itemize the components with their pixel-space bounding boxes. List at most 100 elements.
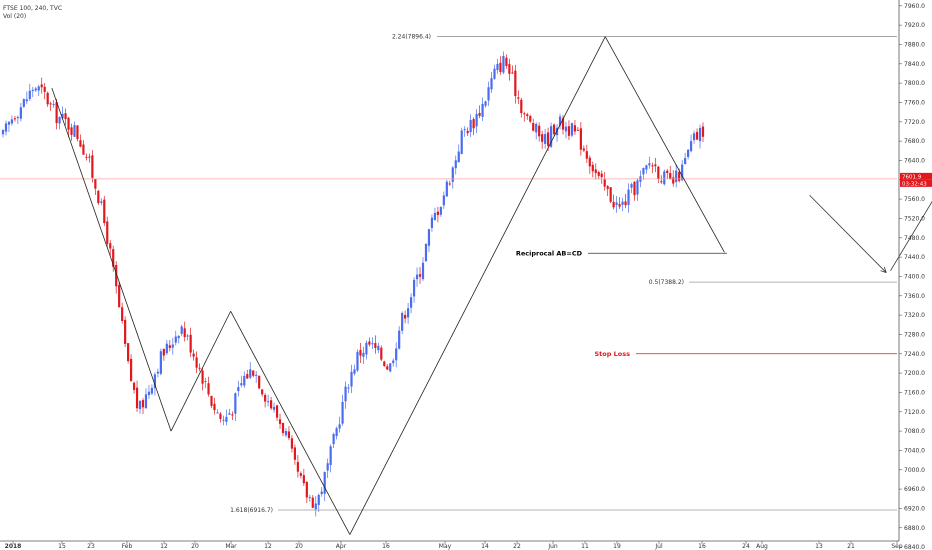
candle-body bbox=[344, 386, 347, 402]
candle-body bbox=[612, 201, 615, 208]
x-tick-label: 11 bbox=[581, 543, 589, 550]
y-tick-label: 7200.0 bbox=[904, 370, 925, 377]
x-tick-label: Apr bbox=[336, 543, 347, 550]
candle-body bbox=[487, 87, 490, 101]
candle-body bbox=[415, 274, 419, 280]
candle-body bbox=[267, 401, 270, 403]
candle-body bbox=[472, 119, 475, 129]
last-price-tag bbox=[900, 172, 932, 180]
candle-body bbox=[549, 126, 553, 147]
candle-body bbox=[275, 405, 279, 418]
candle-body bbox=[85, 156, 88, 158]
candle-body bbox=[692, 133, 696, 141]
candle-body bbox=[311, 497, 314, 508]
candle-body bbox=[579, 128, 582, 150]
candle-body bbox=[299, 473, 302, 476]
candle-body bbox=[127, 343, 130, 362]
candle-body bbox=[109, 243, 112, 249]
candle-body bbox=[517, 97, 520, 99]
candle-body bbox=[7, 121, 11, 125]
candle-body bbox=[451, 167, 454, 182]
candle-body bbox=[216, 412, 219, 414]
candle-body bbox=[442, 195, 445, 206]
candle-body bbox=[82, 144, 85, 155]
candle-body bbox=[430, 217, 434, 228]
candle-body bbox=[261, 389, 264, 395]
y-tick-label: 7480.0 bbox=[904, 235, 925, 242]
candle-body bbox=[454, 160, 457, 169]
candle-body bbox=[183, 328, 186, 338]
candle-body bbox=[25, 99, 28, 102]
x-tick-label: Jul bbox=[654, 543, 663, 550]
candle-body bbox=[192, 353, 195, 357]
candlestick-series bbox=[1, 51, 705, 517]
level-lines: 2.24(7896.4) 0.5(7388.2) 1.618(6916.7) Stop… bbox=[0, 34, 897, 514]
y-tick-label: 7720.0 bbox=[904, 119, 925, 126]
candle-body bbox=[642, 167, 645, 175]
candle-body bbox=[237, 386, 240, 392]
y-tick-label: 7440.0 bbox=[904, 254, 925, 261]
candle-body bbox=[666, 170, 669, 174]
candle-body bbox=[701, 126, 705, 137]
candle-body bbox=[582, 148, 585, 151]
candle-body bbox=[296, 462, 299, 472]
candle-body bbox=[213, 403, 216, 411]
y-tick-label: 7800.0 bbox=[904, 80, 925, 87]
x-tick-label: Sep bbox=[891, 543, 903, 550]
x-tick-label: 15 bbox=[58, 543, 66, 550]
candle-body bbox=[412, 279, 416, 297]
pattern-leg bbox=[170, 311, 231, 432]
candle-body bbox=[91, 155, 94, 178]
candle-body bbox=[618, 204, 621, 207]
candle-body bbox=[55, 101, 58, 124]
candle-body bbox=[159, 351, 162, 374]
candle-body bbox=[207, 383, 210, 395]
x-tick-label: 24 bbox=[742, 543, 750, 550]
candle-body bbox=[499, 62, 502, 72]
volume-indicator-label: Vol (20) bbox=[3, 13, 27, 20]
candle-body bbox=[118, 284, 121, 308]
candle-body bbox=[293, 447, 297, 460]
y-tick-label: 7280.0 bbox=[904, 331, 925, 338]
candle-body bbox=[49, 103, 52, 105]
projection-arrow-up bbox=[890, 200, 932, 271]
candle-body bbox=[70, 127, 73, 135]
pattern-leg bbox=[230, 311, 351, 535]
candle-body bbox=[46, 92, 49, 105]
candle-body bbox=[359, 350, 362, 356]
candle-body bbox=[73, 125, 76, 137]
candle-body bbox=[478, 112, 481, 116]
candle-body bbox=[657, 166, 660, 179]
y-tick-label: 6920.0 bbox=[904, 505, 925, 512]
candle-body bbox=[404, 314, 407, 319]
x-tick-label: 23 bbox=[87, 543, 95, 550]
candle-body bbox=[627, 189, 630, 206]
candle-body bbox=[189, 334, 192, 353]
candle-body bbox=[466, 130, 469, 134]
candle-body bbox=[633, 181, 636, 196]
candle-body bbox=[567, 126, 571, 136]
candle-body bbox=[371, 343, 374, 345]
x-tick-label: 16 bbox=[382, 543, 390, 550]
y-tick-label: 6840.0 bbox=[904, 544, 925, 550]
candle-body bbox=[79, 140, 82, 147]
candle-body bbox=[281, 423, 285, 433]
candle-body bbox=[356, 351, 359, 371]
y-tick-label: 7560.0 bbox=[904, 196, 925, 203]
candle-body bbox=[445, 181, 448, 197]
candle-body bbox=[689, 141, 693, 152]
candle-body bbox=[421, 262, 425, 280]
candle-body bbox=[61, 113, 64, 119]
candle-body bbox=[630, 184, 633, 188]
candle-body bbox=[4, 123, 8, 132]
candle-body bbox=[436, 211, 439, 216]
candle-body bbox=[463, 129, 466, 131]
candle-body bbox=[76, 125, 79, 139]
candle-body bbox=[520, 99, 523, 114]
candle-body bbox=[529, 116, 532, 122]
x-tick-label: Mar bbox=[225, 543, 237, 550]
candle-body bbox=[508, 64, 511, 74]
candle-body bbox=[341, 401, 344, 424]
candle-body bbox=[88, 156, 91, 158]
